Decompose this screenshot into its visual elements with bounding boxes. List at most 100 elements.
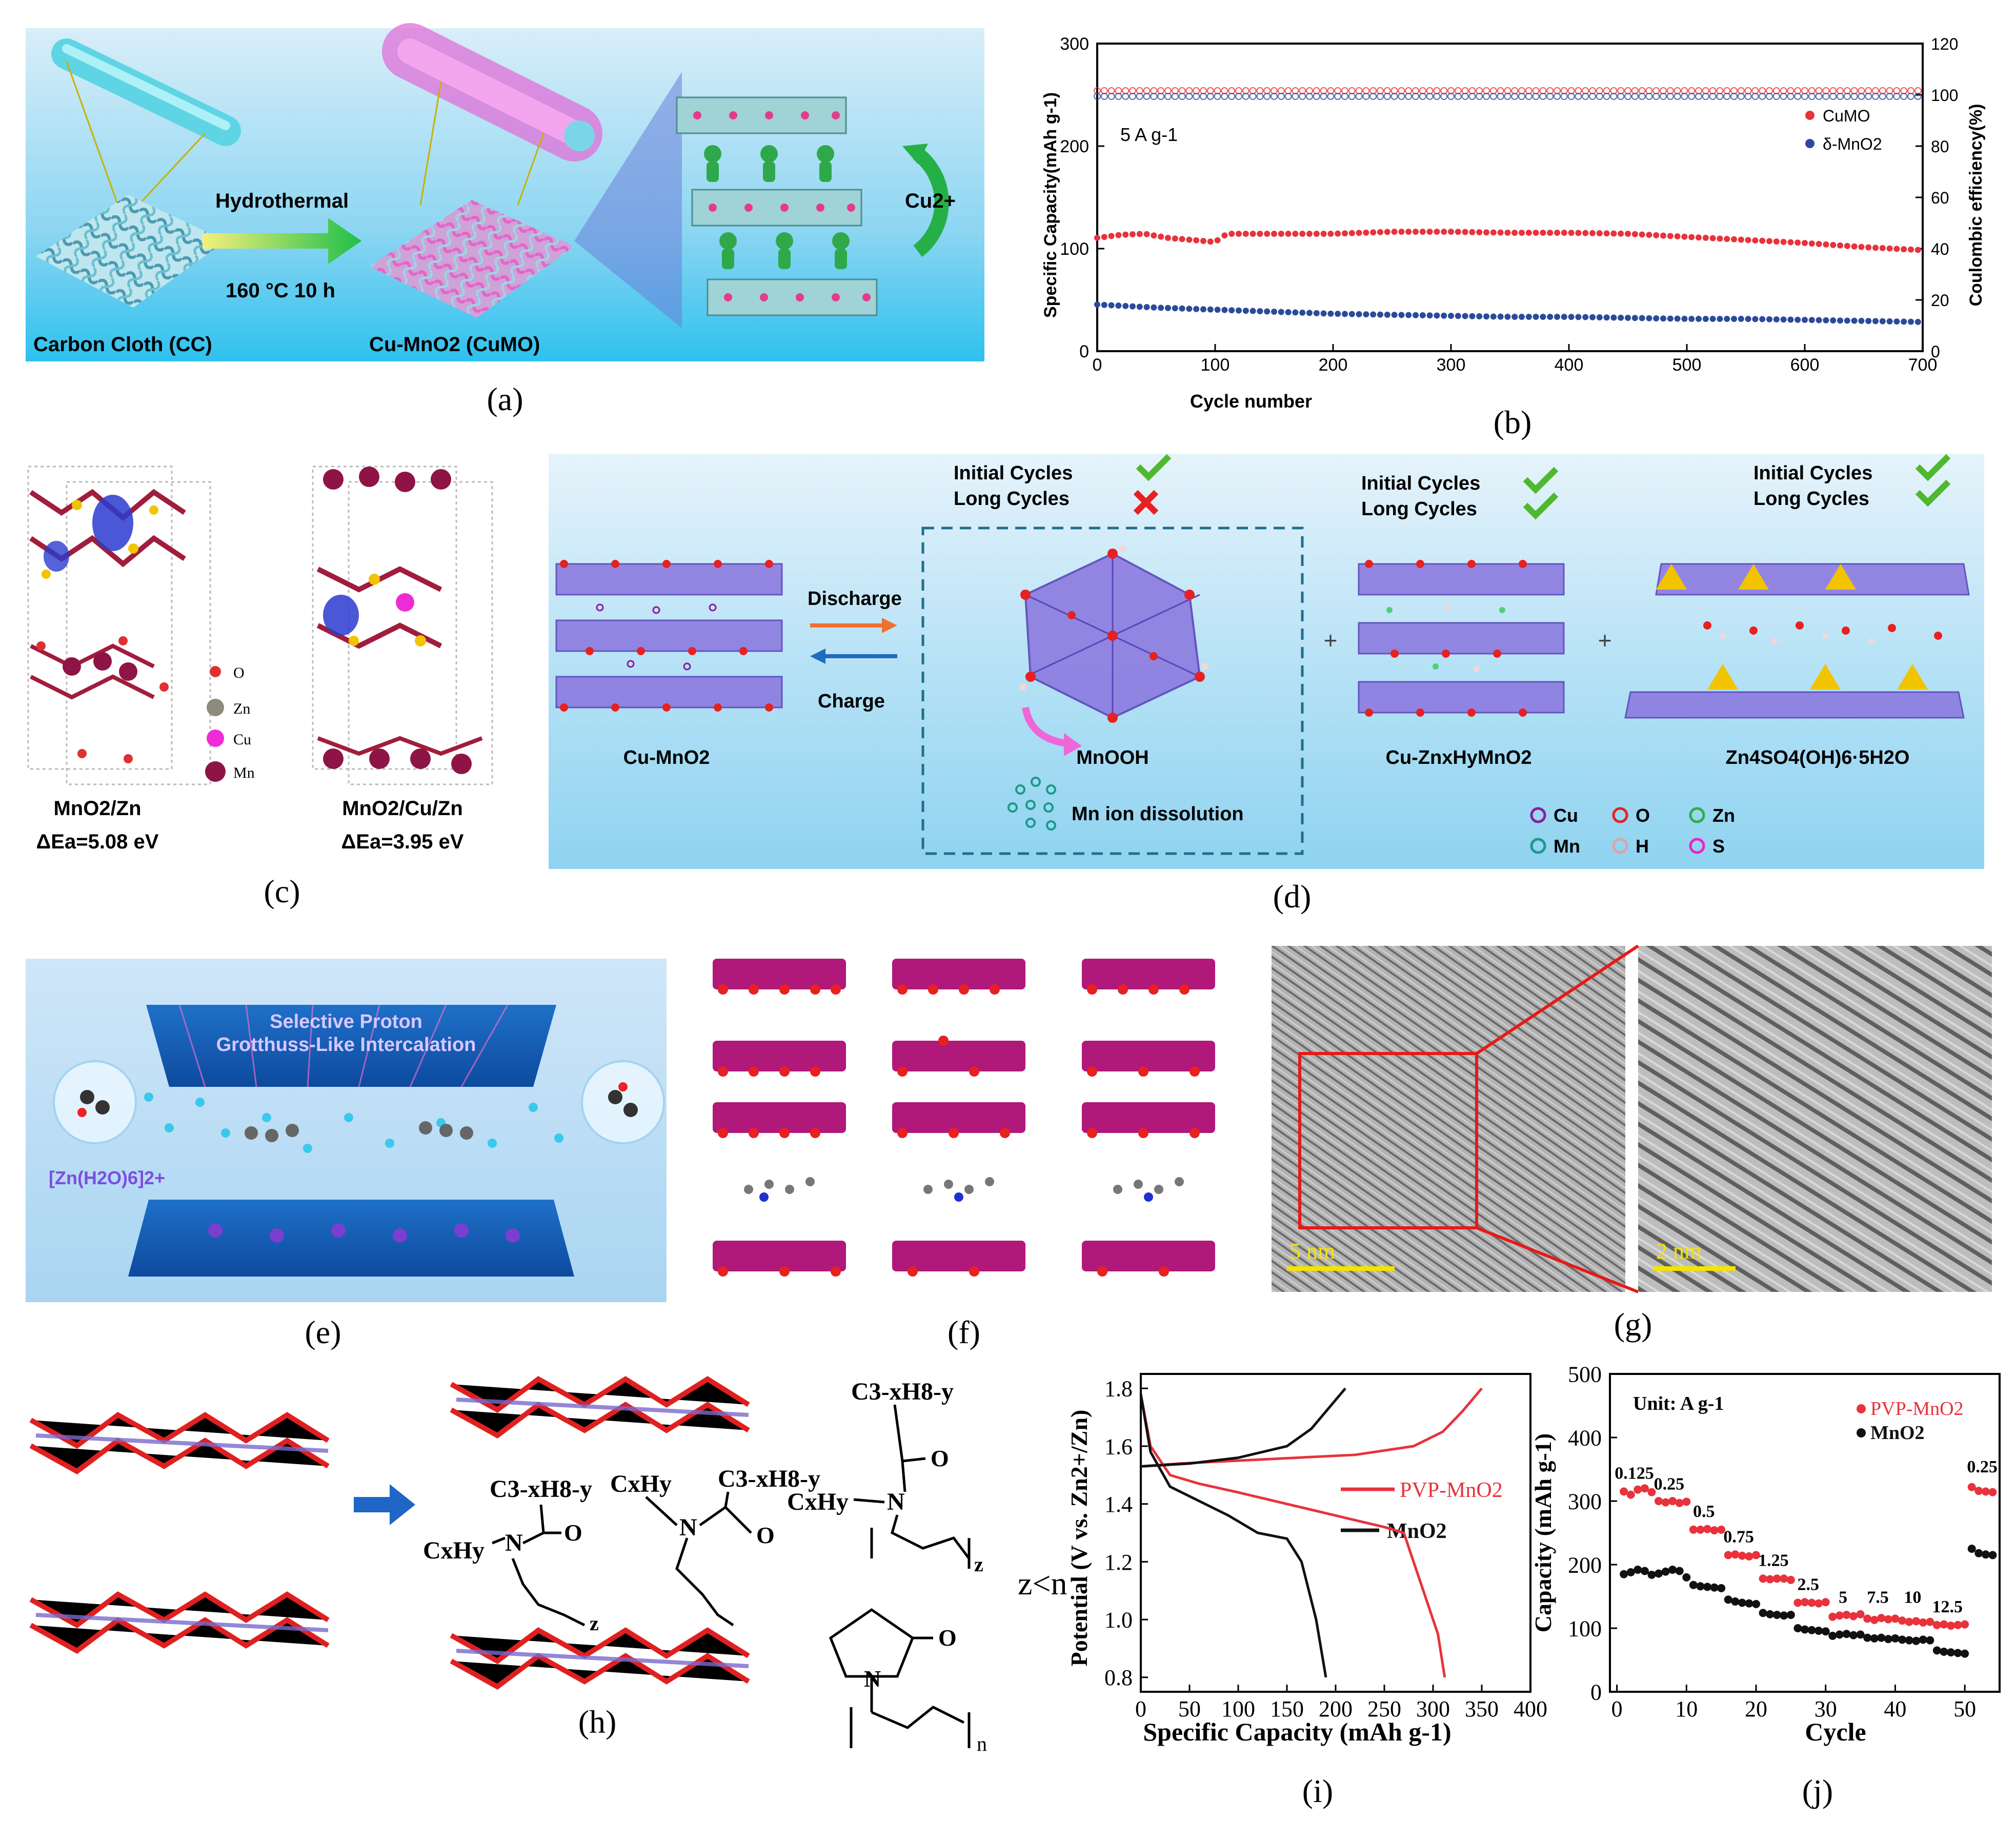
b-point-mno2ce — [1107, 93, 1115, 100]
j-rate-label: 0.125 — [1615, 1464, 1654, 1483]
b-point-mno2 — [1426, 312, 1433, 319]
b-point-mno2ce — [1228, 93, 1236, 100]
j-point-pvpmno2 — [1905, 1617, 1913, 1626]
b-point-mno2ce — [1751, 93, 1759, 100]
b-point-cumo — [1681, 233, 1688, 240]
j-legend-marker-mno2 — [1857, 1428, 1866, 1438]
d-charge-label: Charge — [818, 691, 885, 712]
j-point-pvpmno2 — [1898, 1616, 1906, 1625]
b-point-mno2ce — [1546, 93, 1554, 100]
b-point-mno2ce — [1390, 93, 1398, 100]
b-point-cumo — [1596, 230, 1603, 237]
b-point-mno2ce — [1815, 93, 1823, 100]
c-legend-mn: Mn — [233, 764, 255, 781]
j-point-pvpmno2 — [1877, 1614, 1886, 1623]
b-point-cumo — [1434, 229, 1440, 235]
e-title-1: Selective Proton — [270, 1011, 422, 1033]
b-point-mno2ce — [1575, 93, 1582, 100]
panel-a-arrow-top-label: Hydrothermal — [215, 190, 349, 212]
b-point-mno2 — [1908, 318, 1914, 325]
b-point-mno2 — [1313, 310, 1320, 316]
b-point-cumo — [1709, 235, 1716, 241]
j-point-pvpmno2 — [1793, 1598, 1802, 1607]
j-point-pvpmno2 — [1953, 1621, 1962, 1629]
d-status-3: Initial Cycles Long Cycles — [1753, 454, 1951, 510]
b-point-cumo — [1441, 229, 1447, 235]
b-point-cumo — [1908, 246, 1914, 253]
i-ytick-label: 1.6 — [1104, 1434, 1133, 1459]
j-rate-label: 12.5 — [1932, 1597, 1963, 1616]
b-point-mno2 — [1830, 317, 1837, 323]
b-xtick-label: 200 — [1319, 355, 1348, 375]
d-dashed-box — [921, 527, 1304, 855]
j-point-pvpmno2 — [1912, 1617, 1921, 1626]
b-point-mno2 — [1653, 315, 1660, 321]
j-point-mno2 — [1745, 1599, 1753, 1608]
d-legend-zn: Zn — [1712, 805, 1735, 826]
b-point-cumo — [1766, 238, 1772, 245]
j-point-pvpmno2 — [1919, 1618, 1927, 1627]
b-point-mno2 — [1257, 308, 1263, 315]
b-point-mno2ce — [1263, 93, 1271, 100]
panel-d: Cu-MnO2 Discharge Charge Initial Cycles … — [549, 454, 1984, 869]
b-point-cumo — [1752, 237, 1759, 244]
b-point-mno2ce — [1539, 93, 1547, 100]
j-point-pvpmno2 — [1807, 1598, 1816, 1607]
b-point-cumo — [1738, 236, 1744, 243]
j-rate-label: 5 — [1839, 1588, 1847, 1607]
j-point-pvpmno2 — [1675, 1499, 1684, 1507]
j-point-pvpmno2 — [1835, 1611, 1844, 1620]
b-point-mno2 — [1879, 318, 1886, 325]
b-point-cumo — [1773, 238, 1780, 245]
b-point-mno2ce — [1214, 93, 1221, 100]
d-cu-zn-label: Cu-ZnxHyMnO2 — [1386, 747, 1532, 768]
b-point-mno2ce — [1143, 93, 1151, 100]
b-xlabel: Cycle number — [1190, 391, 1312, 412]
j-point-mno2 — [1807, 1626, 1816, 1634]
b-point-mno2 — [1802, 317, 1808, 323]
b-point-mno2 — [1837, 317, 1843, 324]
b-point-mno2 — [1101, 301, 1107, 308]
b-point-cumo — [1151, 232, 1157, 239]
j-ytick-label: 0 — [1590, 1679, 1602, 1705]
b-point-mno2 — [1823, 317, 1829, 323]
b-point-cumo — [1193, 237, 1200, 244]
d-status-1: Initial Cycles Long Cycles — [954, 454, 1172, 515]
e-bottom-slab — [128, 1200, 574, 1277]
b-point-mno2 — [1816, 317, 1822, 323]
b-point-mno2ce — [1780, 93, 1787, 100]
h-o-c: O — [931, 1445, 949, 1471]
h-sub-n: n — [977, 1732, 987, 1755]
b-xtick-label: 700 — [1908, 355, 1938, 375]
b-point-cumo — [1363, 229, 1369, 236]
h-arrow — [354, 1484, 415, 1525]
g-tem-image-left — [1272, 946, 1625, 1292]
b-point-mno2 — [1525, 314, 1532, 320]
d-legend-s: S — [1712, 836, 1725, 857]
b-point-mno2ce — [1624, 93, 1631, 100]
j-annotation: Unit: A g-1 — [1633, 1393, 1724, 1414]
b-point-mno2 — [1179, 305, 1185, 312]
h-n-atom-b: N — [679, 1514, 697, 1541]
b-point-cumo — [1533, 230, 1539, 236]
d-mnooh-structure — [1019, 545, 1208, 723]
d-legend-h: H — [1636, 836, 1649, 857]
cumo-mesh — [369, 200, 574, 318]
b-point-mno2ce — [1461, 93, 1469, 100]
i-xtick-label: 300 — [1416, 1696, 1450, 1722]
b-point-mno2ce — [1377, 93, 1384, 100]
b-point-cumo — [1519, 230, 1525, 236]
j-point-pvpmno2 — [1842, 1610, 1851, 1619]
b-point-cumo — [1823, 241, 1829, 248]
b-point-mno2 — [1327, 310, 1334, 317]
d-status-2: Initial Cycles Long Cycles — [1361, 467, 1559, 520]
b-point-mno2ce — [1468, 93, 1476, 100]
b-point-mno2ce — [1277, 93, 1285, 100]
b-point-mno2ce — [1766, 93, 1773, 100]
g-scale-bar-right — [1654, 1266, 1736, 1271]
i-plot-frame — [1140, 1373, 1531, 1693]
b-point-cumo — [1356, 230, 1362, 236]
b-annotation: 5 A g-1 — [1120, 124, 1178, 145]
b-point-mno2ce — [1723, 93, 1731, 100]
j-point-pvpmno2 — [1689, 1525, 1698, 1534]
